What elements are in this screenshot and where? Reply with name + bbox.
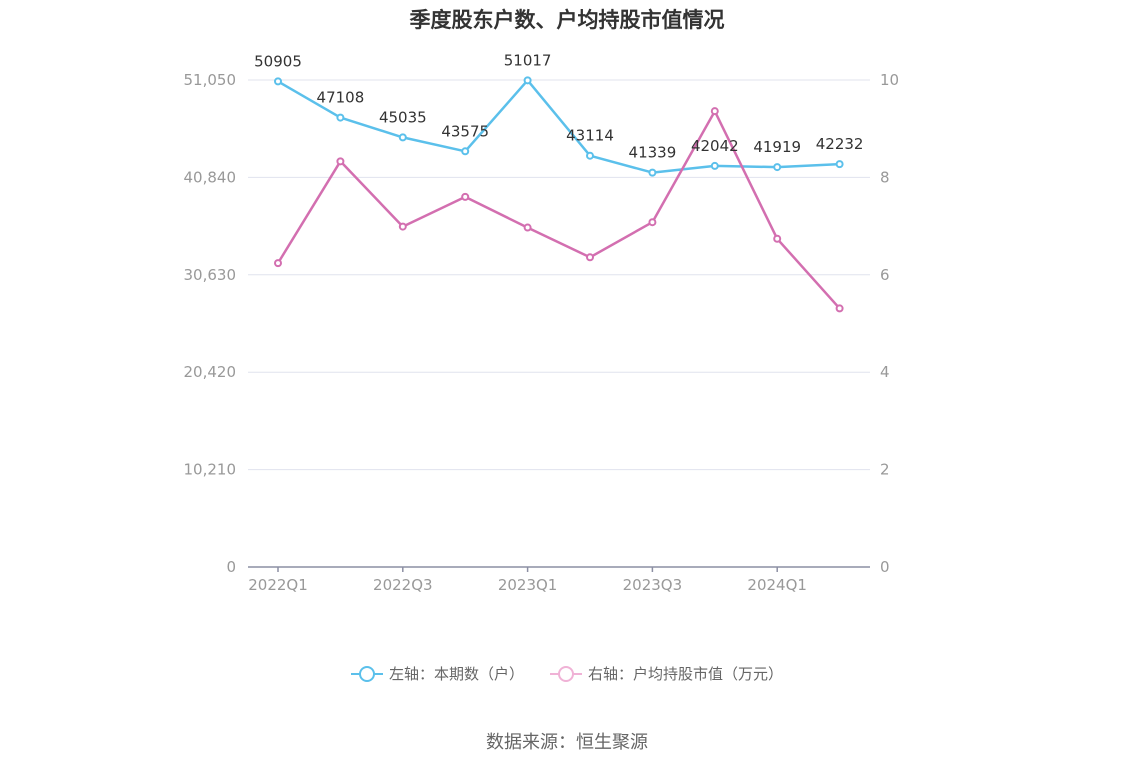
y-left-tick-label: 51,050 bbox=[184, 71, 237, 89]
data-point bbox=[523, 76, 532, 85]
y-left-tick-label: 0 bbox=[226, 558, 236, 576]
data-point bbox=[835, 304, 844, 313]
data-label: 42042 bbox=[691, 137, 739, 155]
data-label: 43114 bbox=[566, 127, 614, 145]
y-right-tick-label: 6 bbox=[880, 266, 890, 284]
data-point bbox=[835, 160, 844, 169]
data-point bbox=[710, 107, 719, 116]
data-label: 47108 bbox=[317, 89, 365, 107]
legend-label-market-value: 右轴：户均持股市值（万元） bbox=[588, 665, 784, 683]
data-label: 50905 bbox=[254, 52, 302, 70]
data-point bbox=[398, 222, 407, 231]
data-point bbox=[586, 253, 594, 262]
data-point bbox=[648, 168, 657, 177]
y-right-tick-label: 10 bbox=[880, 71, 899, 89]
data-point bbox=[773, 163, 782, 172]
data-label: 42232 bbox=[816, 135, 864, 153]
y-left-tick-label: 10,210 bbox=[184, 461, 237, 479]
data-point bbox=[773, 234, 782, 243]
legend-swatch-pink bbox=[550, 665, 582, 682]
data-point bbox=[523, 223, 532, 232]
legend-item-market-value[interactable]: 右轴：户均持股市值（万元） bbox=[550, 663, 783, 684]
y-left-tick-label: 30,630 bbox=[184, 266, 237, 284]
data-point bbox=[274, 77, 282, 86]
chart-title: 季度股东户数、户均持股市值情况 bbox=[409, 8, 725, 32]
y-right-tick-label: 2 bbox=[880, 461, 890, 479]
y-left-tick-label: 20,420 bbox=[184, 363, 237, 381]
data-point bbox=[461, 147, 470, 156]
data-point bbox=[274, 259, 282, 268]
y-right-tick-label: 0 bbox=[880, 558, 890, 576]
legend-label-households: 左轴：本期数（户） bbox=[388, 665, 524, 683]
x-tick-label: 2023Q3 bbox=[623, 576, 683, 594]
data-point bbox=[586, 151, 594, 160]
data-label: 41339 bbox=[629, 144, 677, 162]
legend: 左轴：本期数（户） 右轴：户均持股市值（万元） bbox=[0, 663, 1134, 684]
data-point bbox=[336, 113, 345, 122]
x-tick-label: 2022Q3 bbox=[373, 576, 433, 594]
y-right-tick-label: 8 bbox=[880, 168, 890, 186]
y-left-tick-label: 40,840 bbox=[184, 168, 237, 186]
data-point bbox=[336, 157, 345, 166]
x-tick-label: 2022Q1 bbox=[248, 576, 308, 594]
y-right-tick-label: 4 bbox=[880, 363, 890, 381]
data-point bbox=[710, 161, 719, 170]
data-label: 45035 bbox=[379, 108, 427, 126]
legend-swatch-blue bbox=[350, 665, 383, 682]
data-label: 41919 bbox=[753, 138, 801, 156]
data-label: 51017 bbox=[504, 51, 552, 69]
source-note: 数据来源：恒生聚源 bbox=[486, 732, 648, 753]
x-tick-label: 2023Q1 bbox=[498, 576, 558, 594]
series-line-households bbox=[277, 79, 840, 174]
data-point bbox=[648, 218, 657, 227]
data-label: 43575 bbox=[441, 122, 489, 140]
data-point bbox=[398, 133, 407, 142]
legend-item-households[interactable]: 左轴：本期数（户） bbox=[350, 663, 524, 684]
series-line-market-value bbox=[276, 109, 841, 310]
data-point bbox=[461, 192, 470, 201]
x-tick-label: 2024Q1 bbox=[747, 576, 807, 594]
